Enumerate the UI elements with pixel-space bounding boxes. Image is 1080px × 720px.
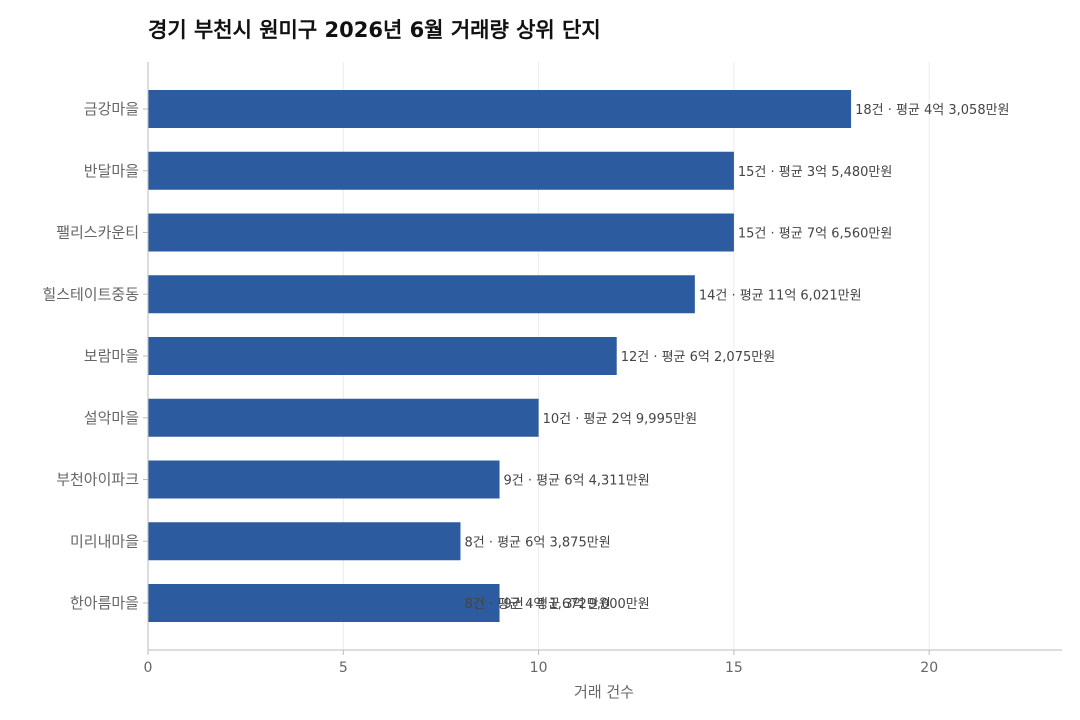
- category-label-7: 부천아이파크: [56, 471, 139, 489]
- bar-9: [148, 584, 500, 622]
- category-label-2: 반달마을: [84, 162, 139, 180]
- data-label-6-1: 10건 · 평균 2억 9,995만원: [543, 412, 697, 427]
- bar-7: [148, 460, 500, 499]
- data-labels: 18건 · 평균 4억 3,058만원 15건 · 평균 3억 5,480만원 15…: [464, 103, 1009, 612]
- x-tick-label-15: 15: [725, 660, 743, 676]
- data-label-9-1: 8건 · 평균 4억 1,672만원: [464, 597, 610, 612]
- chart-title: 경기 부천시 원미구 2026년 6월 거래량 상위 단지: [148, 18, 601, 42]
- category-label-3: 팰리스카운티: [56, 224, 139, 242]
- bar-6: [148, 398, 539, 437]
- bar-4: [148, 275, 695, 314]
- data-label-8-1: 8건 · 평균 6억 3,875만원: [464, 535, 610, 550]
- x-axis-title: 거래 건수: [574, 683, 634, 701]
- category-label-6: 설악마을: [84, 409, 139, 427]
- data-label-7-1: 9건 · 평균 6억 4,311만원: [504, 474, 650, 489]
- x-tick-label-10: 10: [530, 660, 548, 676]
- x-tick-label-0: 0: [144, 660, 153, 676]
- data-label-5-1: 12건 · 평균 6억 2,075만원: [621, 350, 775, 365]
- bar-3: [148, 213, 734, 252]
- category-label-4: 힐스테이트중동: [42, 285, 139, 303]
- data-label-3-1: 15건 · 평균 7억 6,560만원: [738, 227, 892, 242]
- category-label-1: 금강마을: [84, 100, 139, 118]
- data-label-1-1: 18건 · 평균 4억 3,058만원: [855, 103, 1009, 118]
- bar-5: [148, 337, 617, 375]
- bar-1: [148, 90, 852, 128]
- category-label-5: 보람마을: [84, 347, 139, 365]
- axes: 0 5 10 15 20 금강마을반달마을팰리스카운티힐스테이트중동보람마을설악마을부천아…: [42, 62, 1062, 676]
- bars: [148, 90, 852, 622]
- data-label-9-2: 9건 · 평균 3억 9,000만원: [504, 597, 650, 612]
- data-label-2-1: 15건 · 평균 3억 5,480만원: [738, 165, 892, 180]
- data-label-4-1: 14건 · 평균 11억 6,021만원: [699, 288, 862, 303]
- x-tick-label-20: 20: [920, 660, 938, 676]
- category-label-8: 미리내마을: [70, 532, 139, 550]
- bar-2: [148, 151, 734, 190]
- category-label-9: 한아름마을: [70, 594, 139, 612]
- x-tick-label-5: 5: [339, 660, 348, 676]
- bar-8: [148, 522, 461, 561]
